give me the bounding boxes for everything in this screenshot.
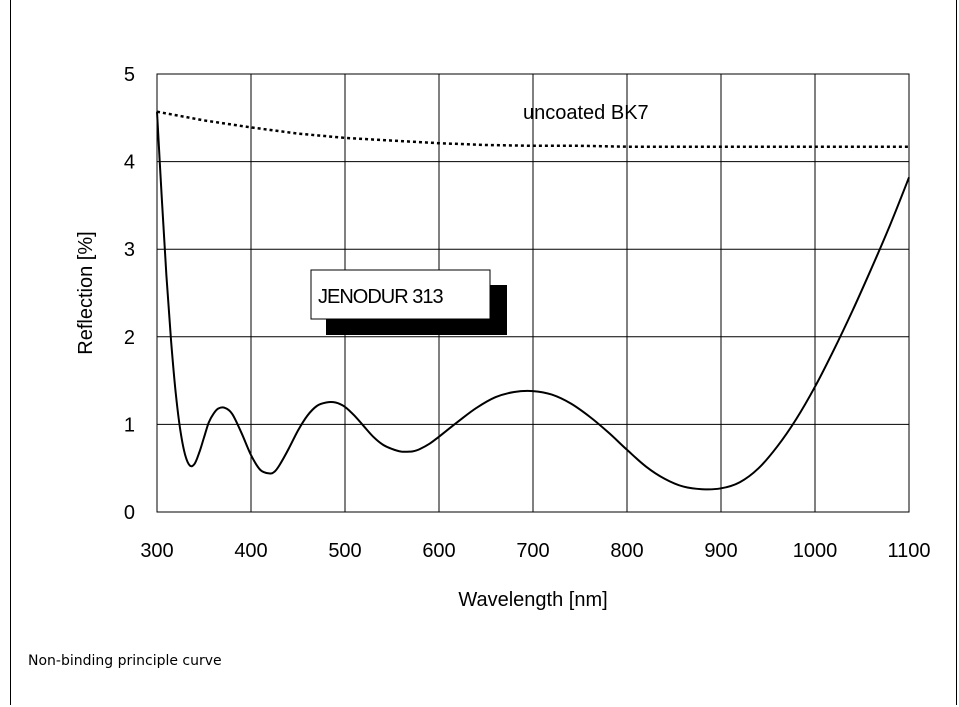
x-tick-label: 1100 [887, 540, 930, 562]
annotation-uncoated-bk7: uncoated BK7 [523, 102, 649, 124]
x-tick-label: 300 [140, 540, 173, 562]
grid-lines [156, 73, 910, 513]
y-tick-label: 4 [124, 152, 135, 174]
y-tick-label: 1 [124, 414, 135, 436]
x-tick-labels: 300 400 500 600 700 800 900 1000 1100 [140, 540, 930, 562]
x-tick-label: 900 [704, 540, 737, 562]
y-tick-label: 2 [124, 327, 135, 349]
figure-frame [10, 0, 957, 705]
plot-area [156, 73, 910, 513]
x-tick-label: 800 [610, 540, 643, 562]
x-tick-label: 400 [234, 540, 267, 562]
x-tick-label: 600 [422, 540, 455, 562]
footnote: Non-binding principle curve [28, 653, 222, 669]
y-tick-labels: 0 1 2 3 4 5 [124, 64, 135, 524]
series-line-jenodur-313 [156, 111, 910, 491]
annotation-jenodur-313: JENODUR 313 [310, 269, 507, 335]
y-tick-label: 5 [124, 64, 135, 86]
x-tick-label: 1000 [793, 540, 838, 562]
x-tick-label: 500 [328, 540, 361, 562]
y-axis-label: Reflection [%] [75, 231, 97, 354]
annotation-box [310, 269, 491, 320]
annotation-label: JENODUR 313 [318, 286, 443, 308]
x-tick-label: 700 [516, 540, 549, 562]
y-tick-label: 0 [124, 502, 135, 524]
y-tick-label: 3 [124, 239, 135, 261]
x-axis-label: Wavelength [nm] [458, 589, 607, 611]
series-lines [156, 110, 910, 491]
series-line-uncoated-bk7 [156, 110, 909, 148]
